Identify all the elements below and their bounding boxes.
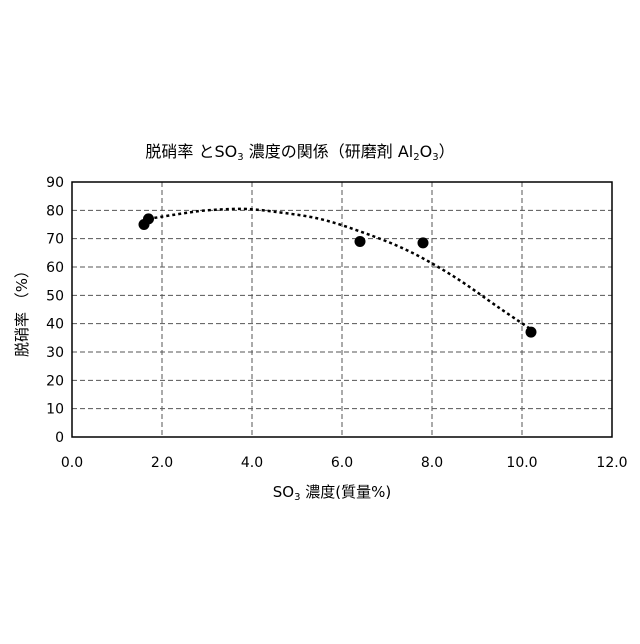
x-tick-label: 2.0 xyxy=(151,455,173,471)
chart-title-middle: 濃度の関係（研磨剤 Al xyxy=(244,142,414,161)
data-point xyxy=(143,213,154,224)
y-tick-labels: 0 10 20 30 40 50 60 70 80 90 xyxy=(46,175,64,446)
x-axis-label-prefix: SO xyxy=(273,483,294,501)
y-tick-label: 90 xyxy=(46,175,64,191)
data-points xyxy=(139,213,537,337)
x-tick-label: 12.0 xyxy=(596,455,627,471)
y-tick-label: 60 xyxy=(46,260,64,276)
y-axis-label: 脱硝率 （%） xyxy=(13,263,31,357)
chart-title-prefix: 脱硝率 とSO xyxy=(145,142,237,161)
x-tick-label: 0.0 xyxy=(61,455,83,471)
data-point xyxy=(418,237,429,248)
y-tick-label: 70 xyxy=(46,232,64,248)
y-tick-label: 0 xyxy=(55,430,64,446)
chart-title: 脱硝率 とSO3 濃度の関係（研磨剤 Al2O3） xyxy=(145,142,454,163)
x-axis-label-suffix: 濃度(質量%) xyxy=(300,483,391,501)
data-point xyxy=(526,327,537,338)
x-tick-label: 6.0 xyxy=(331,455,353,471)
y-tick-label: 80 xyxy=(46,203,64,219)
x-tick-label: 8.0 xyxy=(421,455,443,471)
x-axis-label: SO3 濃度(質量%) xyxy=(273,483,391,503)
y-tick-label: 50 xyxy=(46,288,64,304)
x-tick-labels: 0.0 2.0 4.0 6.0 8.0 10.0 12.0 xyxy=(61,455,628,471)
x-tick-label: 10.0 xyxy=(506,455,537,471)
chart-title-suffix: ） xyxy=(439,142,455,161)
y-tick-label: 10 xyxy=(46,402,64,418)
y-tick-label: 30 xyxy=(46,345,64,361)
data-point xyxy=(355,236,366,247)
x-tick-label: 4.0 xyxy=(241,455,263,471)
y-tick-label: 20 xyxy=(46,373,64,389)
y-tick-label: 40 xyxy=(46,317,64,333)
trend-line xyxy=(149,209,532,329)
chart-title-middle2: O xyxy=(420,142,433,161)
